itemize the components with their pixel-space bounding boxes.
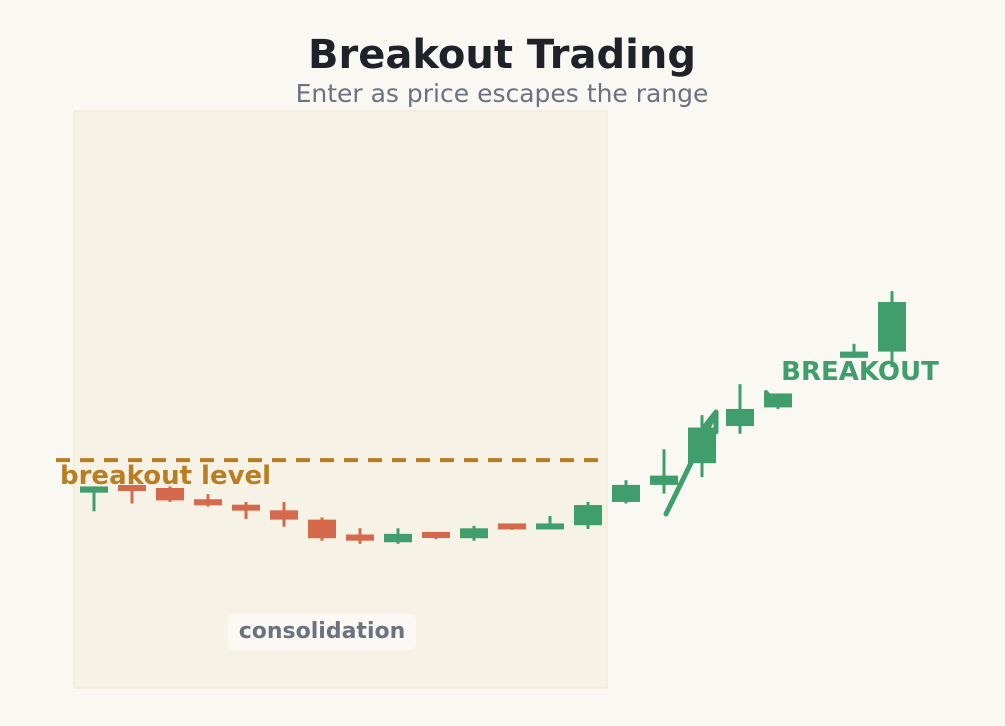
candle-8 <box>384 528 412 544</box>
chart-subtitle: Enter as price escapes the range <box>296 79 709 108</box>
candle-20 <box>840 343 868 358</box>
candle-body <box>118 485 146 491</box>
candle-body <box>498 523 526 530</box>
candle-10 <box>460 525 488 541</box>
candle-body <box>840 351 868 358</box>
candle-body <box>650 475 678 485</box>
candle-6 <box>308 517 336 541</box>
candle-body <box>422 531 450 538</box>
consolidation-zone <box>73 110 608 689</box>
candles <box>80 291 906 544</box>
candle-body <box>232 504 260 511</box>
candle-3 <box>194 494 222 507</box>
candle-body <box>156 488 184 501</box>
arrow-tail-hook <box>764 390 780 400</box>
candle-15 <box>650 449 678 494</box>
consolidation-label-box <box>228 614 416 650</box>
breakout-label: BREAKOUT <box>781 357 939 387</box>
candle-body <box>270 510 298 520</box>
breakout-arrow <box>663 390 780 517</box>
arrow-shaft <box>663 413 717 517</box>
candle-14 <box>612 480 640 504</box>
candle-4 <box>232 501 260 519</box>
candle-body <box>536 523 564 530</box>
candle-body <box>574 505 602 526</box>
candle-body <box>194 499 222 506</box>
candle-17 <box>726 384 754 434</box>
candle-13 <box>574 501 602 529</box>
candle-1 <box>118 484 146 504</box>
candle-0 <box>80 486 108 512</box>
candle-body <box>612 484 640 502</box>
candle-7 <box>346 528 374 544</box>
candle-body <box>460 528 488 539</box>
candle-body <box>726 408 754 426</box>
candle-5 <box>270 501 298 527</box>
consolidation-label: consolidation <box>239 619 406 644</box>
candle-11 <box>498 523 526 530</box>
candle-body <box>308 519 336 539</box>
candle-body <box>346 534 374 541</box>
candle-2 <box>156 486 184 502</box>
candle-9 <box>422 531 450 540</box>
candle-21 <box>878 291 906 368</box>
arrow-head <box>699 409 719 435</box>
candle-12 <box>536 515 564 530</box>
candle-body <box>80 486 108 493</box>
chart-title: Breakout Trading <box>308 32 696 78</box>
breakout-level-label: breakout level <box>60 461 271 491</box>
candle-body <box>878 302 906 352</box>
candle-body <box>384 533 412 543</box>
